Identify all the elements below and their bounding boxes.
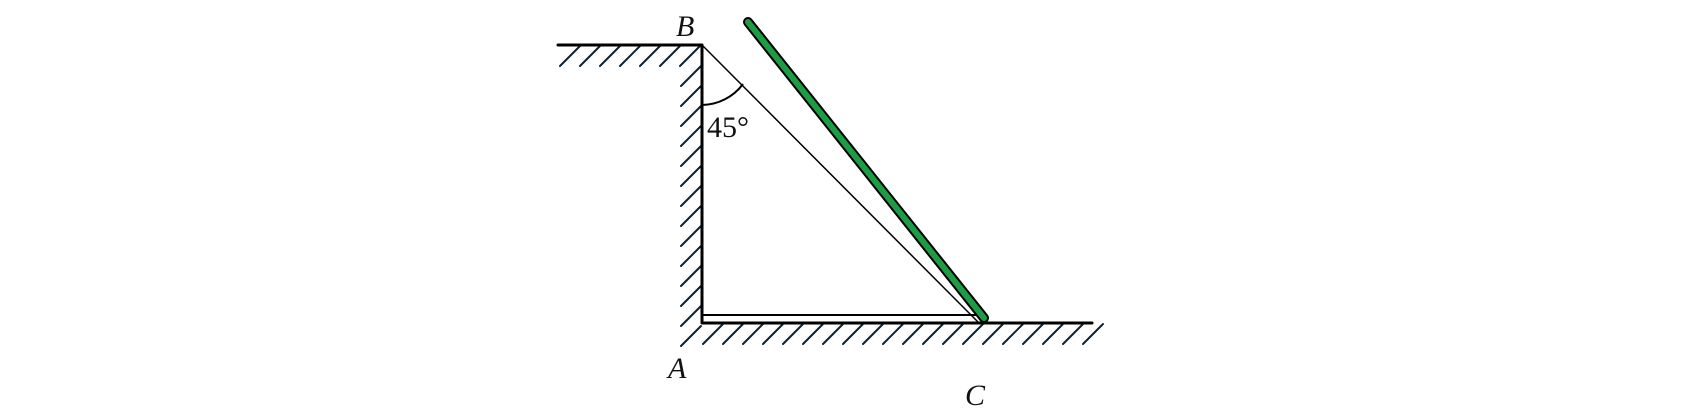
wall-hatch bbox=[680, 145, 702, 167]
floor-hatch bbox=[1022, 323, 1044, 345]
floor-hatch bbox=[842, 323, 864, 345]
label-a: A bbox=[666, 352, 687, 385]
floor-hatch bbox=[962, 323, 984, 345]
floor-hatch bbox=[742, 323, 764, 345]
wall-hatch bbox=[680, 205, 702, 227]
ground-hatching bbox=[559, 45, 1104, 347]
floor-hatch bbox=[822, 323, 844, 345]
angle-arc bbox=[701, 83, 744, 106]
floor-hatch bbox=[702, 323, 724, 345]
ledge-hatch bbox=[619, 45, 641, 67]
floor-hatch bbox=[762, 323, 784, 345]
floor-hatch bbox=[862, 323, 884, 345]
floor-hatch bbox=[882, 323, 904, 345]
floor-hatch bbox=[922, 323, 944, 345]
label-b: B bbox=[676, 10, 694, 43]
wall-hatch bbox=[680, 305, 702, 327]
angle-label: 45° bbox=[707, 111, 749, 144]
wall-hatch bbox=[680, 325, 702, 347]
wall-hatch bbox=[680, 185, 702, 207]
floor-hatch bbox=[982, 323, 1004, 345]
floor-hatch bbox=[1042, 323, 1064, 345]
wall-hatch bbox=[680, 165, 702, 187]
wall-hatch bbox=[680, 105, 702, 127]
ledge-hatch bbox=[579, 45, 601, 67]
wall-hatch bbox=[680, 65, 702, 87]
label-c: C bbox=[965, 379, 986, 412]
rod-bc bbox=[701, 17, 989, 323]
floor-hatch bbox=[782, 323, 804, 345]
ledge-hatch bbox=[599, 45, 621, 67]
ledge-hatch bbox=[559, 45, 581, 67]
wall-hatch bbox=[680, 265, 702, 287]
wall-hatch bbox=[680, 125, 702, 147]
wall-hatch bbox=[680, 225, 702, 247]
floor-hatch bbox=[1082, 323, 1104, 345]
floor-hatch bbox=[722, 323, 744, 345]
floor-hatch bbox=[942, 323, 964, 345]
floor-hatch bbox=[1002, 323, 1024, 345]
floor-hatch bbox=[802, 323, 824, 345]
floor-hatch bbox=[1062, 323, 1084, 345]
ledge-hatch bbox=[639, 45, 661, 67]
wall-hatch bbox=[680, 245, 702, 267]
wall-hatch bbox=[680, 85, 702, 107]
ledge-hatch bbox=[659, 45, 681, 67]
wall-hatch bbox=[680, 285, 702, 307]
ledge-hatch bbox=[679, 45, 701, 67]
floor-hatch bbox=[902, 323, 924, 345]
